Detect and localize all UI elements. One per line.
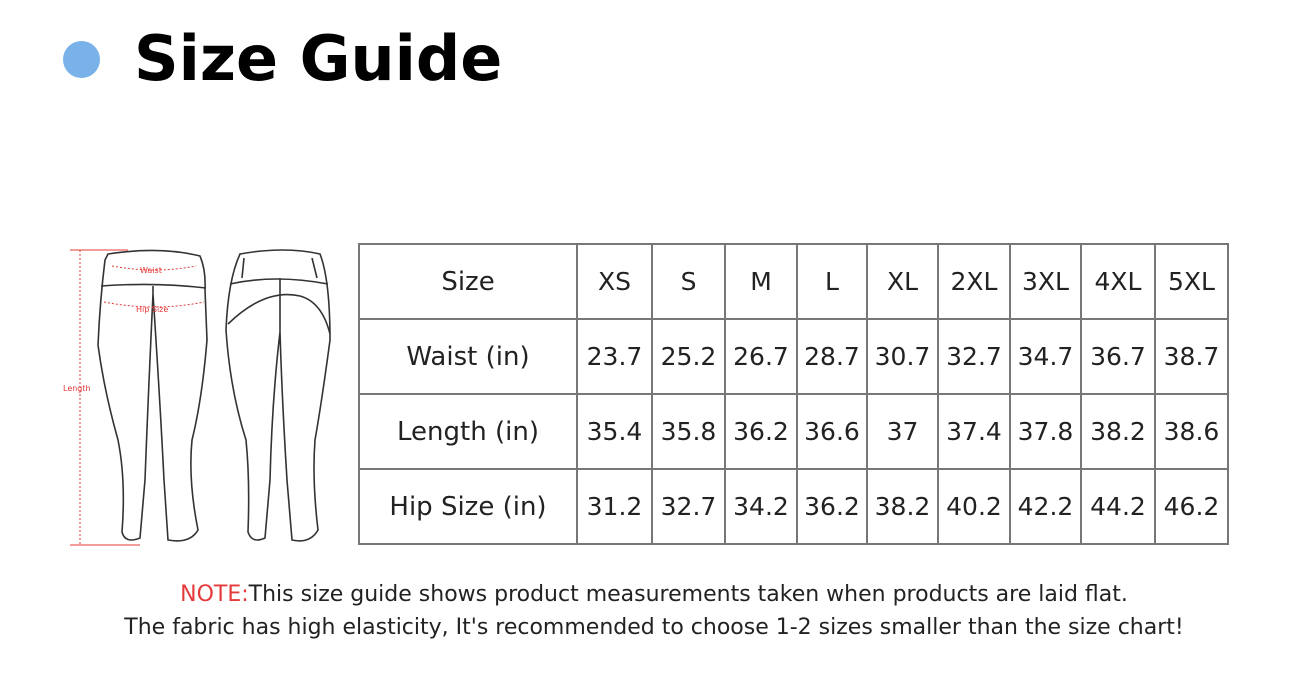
note-line-2: The fabric has high elasticity, It's rec… [124,615,1184,640]
page-title: Size Guide [134,22,503,95]
table-cell: 30.7 [866,318,939,395]
table-cell: 38.6 [1154,393,1229,470]
hip-label: Hip Size [136,305,168,314]
table-cell: 36.6 [796,393,868,470]
table-cell: 34.7 [1009,318,1082,395]
table-cell: 46.2 [1154,468,1229,545]
table-cell: 36.2 [796,468,868,545]
row-label: Waist (in) [358,318,578,395]
table-cell: 25.2 [651,318,726,395]
table-cell: 38.2 [1080,393,1156,470]
header-cell: XL [866,243,939,320]
length-label: Length [63,384,91,393]
leggings-front-outline [97,249,208,542]
table-row: Waist (in) 23.7 25.2 26.7 28.7 30.7 32.7… [358,318,1229,395]
waist-measure-line [111,265,197,271]
table-header-row: Size XS S M L XL 2XL 3XL 4XL 5XL [358,243,1229,320]
table-cell: 34.2 [724,468,798,545]
table-cell: 26.7 [724,318,798,395]
table-cell: 38.2 [866,468,939,545]
table-cell: 32.7 [651,468,726,545]
table-cell: 31.2 [576,468,653,545]
bullet-icon [63,41,100,78]
size-table: Size XS S M L XL 2XL 3XL 4XL 5XL Waist (… [358,243,1229,545]
table-cell: 44.2 [1080,468,1156,545]
table-cell: 28.7 [796,318,868,395]
note-text-1: This size guide shows product measuremen… [248,582,1128,607]
row-label: Length (in) [358,393,578,470]
note-prefix: NOTE: [180,582,249,607]
header-cell: 4XL [1080,243,1156,320]
table-cell: 35.4 [576,393,653,470]
header-cell: Size [358,243,578,320]
table-cell: 36.2 [724,393,798,470]
header-cell: 3XL [1009,243,1082,320]
table-cell: 37.8 [1009,393,1082,470]
table-row: Length (in) 35.4 35.8 36.2 36.6 37 37.4 … [358,393,1229,470]
leggings-diagram: Waist Hip Size Length [63,249,331,546]
table-cell: 38.7 [1154,318,1229,395]
header-cell: XS [576,243,653,320]
header-cell: L [796,243,868,320]
table-cell: 36.7 [1080,318,1156,395]
waist-label: Waist [140,266,162,275]
table-cell: 32.7 [937,318,1011,395]
table-cell: 35.8 [651,393,726,470]
row-label: Hip Size (in) [358,468,578,545]
table-cell: 42.2 [1009,468,1082,545]
table-cell: 40.2 [937,468,1011,545]
table-cell: 37 [866,393,939,470]
table-row: Hip Size (in) 31.2 32.7 34.2 36.2 38.2 4… [358,468,1229,545]
leggings-back-outline [225,249,331,542]
header-cell: 2XL [937,243,1011,320]
header-cell: 5XL [1154,243,1229,320]
header-cell: M [724,243,798,320]
table-cell: 37.4 [937,393,1011,470]
header-cell: S [651,243,726,320]
table-cell: 23.7 [576,318,653,395]
note-line-1: NOTE:This size guide shows product measu… [0,582,1290,607]
